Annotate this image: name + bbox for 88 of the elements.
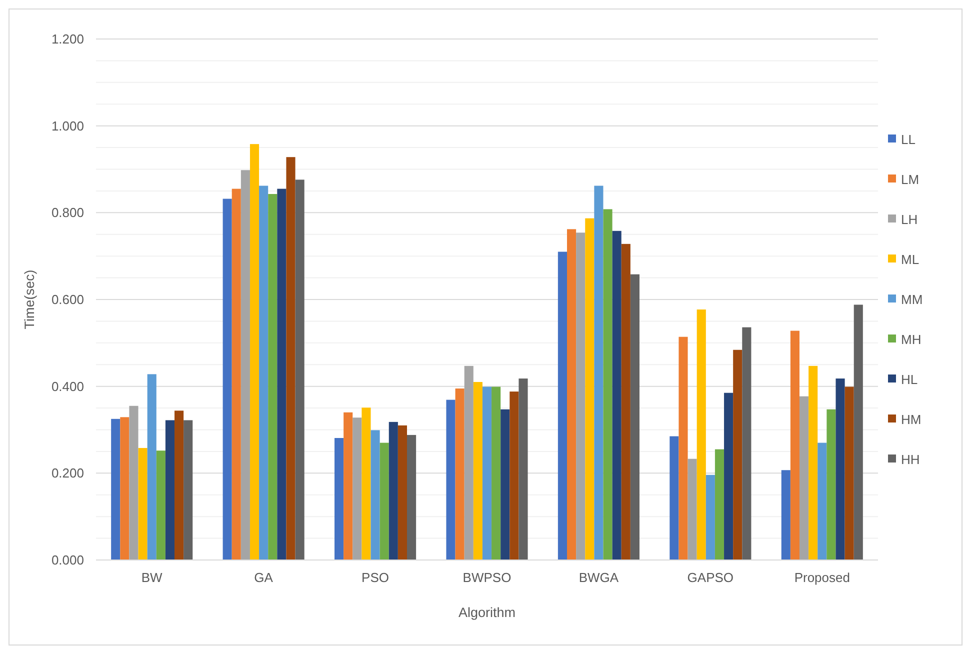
bar: [510, 392, 519, 560]
bar: [518, 378, 528, 560]
bar: [222, 198, 232, 560]
bar: [799, 396, 809, 560]
legend-label: LM: [901, 172, 920, 188]
bar: [818, 442, 827, 560]
bar: [295, 180, 304, 560]
bar: [446, 400, 456, 560]
bar: [388, 422, 398, 560]
bar: [464, 366, 474, 560]
legend-label: HH: [901, 452, 920, 468]
bar: [612, 230, 622, 560]
bar: [455, 388, 464, 560]
bar: [250, 144, 260, 560]
y-tick-label: 0.400: [51, 378, 84, 394]
bar: [854, 304, 863, 560]
bar: [621, 244, 630, 560]
bar: [232, 188, 241, 560]
bar: [603, 209, 612, 560]
bar: [844, 386, 854, 560]
bar: [724, 392, 734, 560]
legend-label: LL: [901, 132, 916, 148]
bar: [398, 425, 407, 560]
bar: [277, 188, 286, 560]
bar: [836, 378, 845, 560]
x-tick-label: Proposed: [794, 570, 850, 585]
x-tick-label: BW: [141, 570, 164, 585]
x-tick-label: BWGA: [578, 570, 619, 585]
bar: [790, 330, 800, 560]
bar: [240, 170, 250, 560]
bar: [826, 409, 836, 560]
bar: [380, 442, 389, 560]
bar: [482, 386, 492, 560]
y-axis-title: Time(sec): [22, 270, 37, 330]
bar: [352, 418, 362, 560]
bar: [120, 417, 130, 560]
legend-label: HM: [901, 412, 922, 428]
x-tick-label: PSO: [362, 570, 390, 585]
y-tick-label: 0.800: [51, 205, 84, 220]
bar: [585, 218, 594, 560]
x-tick-label: GAPSO: [687, 570, 734, 585]
bar: [473, 382, 482, 560]
y-tick-label: 0.000: [51, 552, 84, 568]
bar: [407, 434, 416, 560]
bar: [268, 194, 278, 560]
bar: [670, 436, 679, 560]
bar: [781, 470, 790, 560]
y-tick-label: 1.000: [51, 118, 84, 134]
bar: [576, 232, 586, 560]
bar: [558, 252, 567, 560]
bar: [286, 157, 296, 560]
bar: [500, 409, 510, 560]
x-tick-label: GA: [254, 570, 274, 585]
bar: [370, 430, 380, 560]
x-axis-title: Algorithm: [458, 605, 516, 620]
bar: [733, 350, 742, 560]
y-tick-label: 1.200: [51, 32, 84, 47]
bar: [156, 450, 166, 560]
bar: [362, 408, 371, 560]
bar: [696, 309, 706, 560]
bar: [174, 410, 184, 560]
legend-label: ML: [901, 252, 920, 268]
bar: [344, 412, 353, 560]
bar: [259, 186, 268, 560]
bar: [567, 229, 576, 560]
bar: [111, 418, 120, 560]
bar: [630, 274, 640, 560]
bar: [147, 374, 156, 560]
bar: [706, 474, 715, 560]
bar: [688, 458, 697, 560]
legend-label: MH: [901, 332, 922, 348]
legend-label: LH: [901, 212, 918, 228]
x-tick-label: BWPSO: [462, 570, 512, 585]
bar: [165, 420, 175, 560]
bar: [808, 366, 818, 560]
bar: [678, 336, 688, 560]
y-tick-label: 0.600: [51, 292, 84, 308]
bar: [129, 406, 138, 560]
bar: [138, 448, 148, 560]
bar: [334, 438, 344, 560]
y-tick-label: 0.200: [51, 466, 84, 481]
bar: [714, 449, 724, 560]
bar: [184, 420, 193, 560]
legend-label: MM: [901, 292, 923, 308]
bar: [742, 327, 752, 560]
bar: [594, 186, 604, 560]
legend-label: HL: [901, 372, 918, 388]
bar: [492, 386, 501, 560]
